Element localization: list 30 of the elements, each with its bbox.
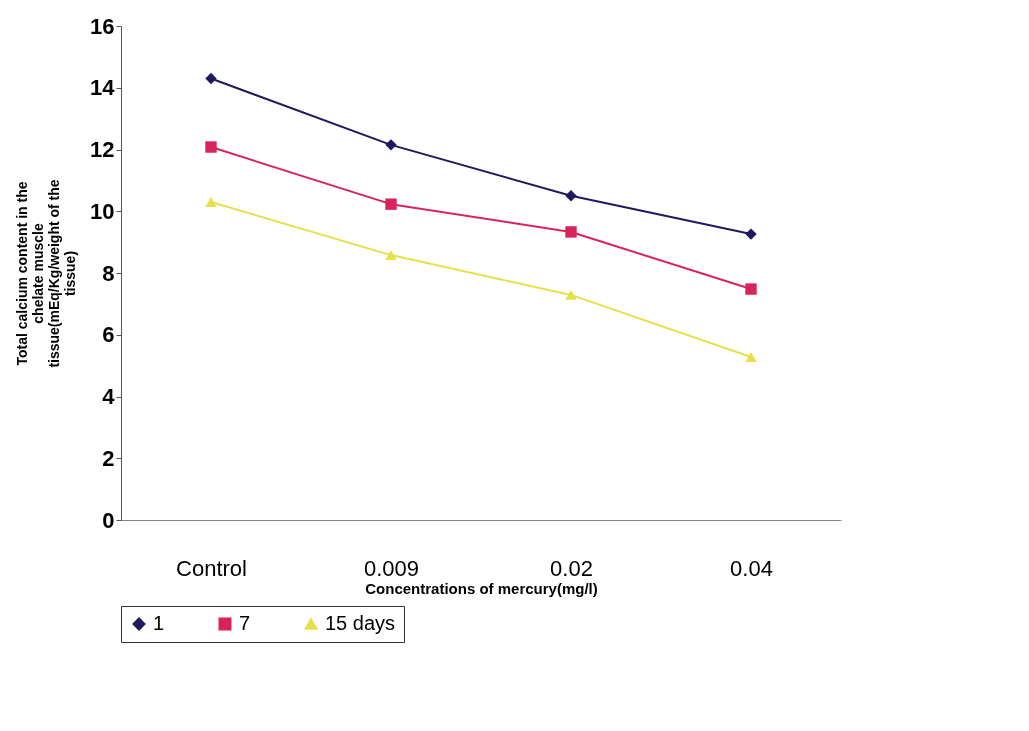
- x-tick-label: 0.009: [363, 555, 420, 581]
- point: [565, 289, 577, 300]
- x-tick-label: Control: [176, 555, 247, 581]
- y-tick-label: 12: [90, 137, 115, 162]
- legend-label: 7: [239, 612, 251, 634]
- y-tick-label: 2: [102, 445, 115, 471]
- point: [565, 190, 577, 202]
- point: [205, 141, 217, 153]
- y-tick-label: 10: [90, 198, 115, 224]
- point: [385, 198, 397, 210]
- x-axis-title: Concentrations of mercury(mg/l): [365, 579, 598, 597]
- point: [205, 197, 217, 207]
- y-tick-label: 14: [90, 75, 116, 101]
- y-tick-label: 8: [102, 260, 115, 286]
- y-tick-label: 4: [102, 384, 116, 409]
- point: [745, 283, 757, 295]
- point: [745, 228, 757, 240]
- x-tick-label: 0.02: [550, 555, 593, 581]
- point: [385, 250, 397, 261]
- y-tick-label: 0: [102, 507, 115, 533]
- y-tick-label: 6: [102, 322, 115, 348]
- y-tick-label: 16: [90, 13, 115, 39]
- legend-label: 1: [153, 612, 165, 634]
- point: [205, 72, 217, 85]
- y-axis-title: Total calcium content in the chelate muscle tissue(mEq/Kg/weight of the tissue): [14, 179, 79, 368]
- point: [565, 226, 577, 238]
- legend-label: 15 days: [325, 612, 396, 634]
- point: [385, 139, 397, 151]
- x-tick-label: 0.04: [730, 555, 773, 581]
- point: [745, 352, 757, 362]
